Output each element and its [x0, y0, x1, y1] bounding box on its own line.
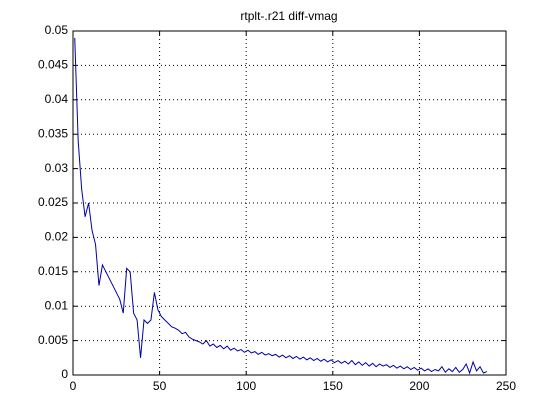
y-tick-label: 0.045 [38, 58, 68, 72]
x-tick-label: 150 [323, 379, 343, 393]
x-tick-label: 250 [496, 379, 516, 393]
x-tick-label: 100 [236, 379, 256, 393]
x-tick-label: 200 [409, 379, 429, 393]
y-tick-label: 0.025 [38, 195, 68, 209]
y-tick-label: 0.05 [45, 23, 69, 37]
y-tick-label: 0.01 [45, 298, 69, 312]
x-tick-label: 0 [70, 379, 77, 393]
data-line [74, 37, 488, 375]
x-tick-label: 50 [153, 379, 167, 393]
y-tick-label: 0 [61, 367, 68, 381]
y-tick-label: 0.015 [38, 264, 68, 278]
y-tick-label: 0.04 [45, 92, 69, 106]
chart-title: rtplt-.r21 diff-vmag [240, 9, 337, 23]
y-tick-label: 0.02 [45, 230, 69, 244]
axes-box [72, 30, 507, 376]
y-tick-label: 0.03 [45, 161, 69, 175]
y-tick-label: 0.005 [38, 333, 68, 347]
y-tick-label: 0.035 [38, 126, 68, 140]
